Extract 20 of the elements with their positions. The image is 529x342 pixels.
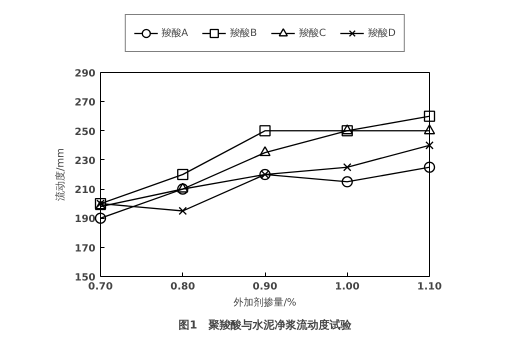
x-tick-label: 0.90 [252, 282, 278, 292]
y-tick-label: 210 [74, 185, 96, 196]
legend-label: 羧酸A [161, 27, 188, 40]
x-tick-label: 0.70 [88, 282, 113, 292]
y-tick-label: 250 [74, 126, 96, 138]
legend-label: 羧酸B [230, 27, 258, 40]
x-axis-title: 外加剂掺量/% [234, 296, 296, 308]
y-tick-label: 190 [74, 214, 96, 226]
x-tick-label: 1.00 [334, 282, 360, 292]
x-tick-label: 0.80 [170, 282, 196, 292]
legend-label: 羧酸D [368, 27, 396, 40]
legend-label: 羧酸C [299, 27, 326, 40]
text: 图1 聚羧酸与水泥净浆流动度试验 [178, 318, 352, 332]
y-tick-label: 150 [74, 272, 96, 284]
y-tick-label: 230 [74, 156, 96, 167]
y-tick-label: 170 [74, 243, 96, 254]
y-tick-label: 290 [74, 68, 96, 80]
y-axis-title: 流动度/mm [54, 148, 67, 201]
y-tick-label: 270 [74, 98, 96, 109]
x-tick-label: 1.10 [417, 282, 442, 292]
